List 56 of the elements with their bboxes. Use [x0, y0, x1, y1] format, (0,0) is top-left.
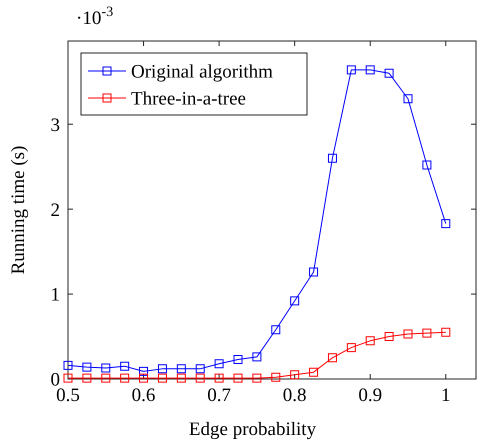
point — [252, 374, 262, 383]
point — [120, 374, 130, 383]
point — [214, 374, 224, 383]
x-tick-label: 1 — [441, 385, 451, 406]
x-tick-label: 0.6 — [132, 385, 156, 406]
x-tick-label: 0.7 — [207, 385, 231, 406]
y-tick-label: 3 — [50, 114, 60, 136]
point — [139, 374, 148, 383]
x-tick-label: 0.9 — [358, 385, 382, 406]
x-axis-title: Edge probability — [188, 419, 317, 440]
point — [346, 343, 356, 352]
x-tick-label: 0.5 — [56, 385, 80, 406]
point — [384, 68, 394, 78]
point — [64, 360, 72, 370]
point — [101, 363, 110, 372]
point — [64, 374, 72, 383]
point — [196, 374, 205, 383]
point — [252, 352, 262, 362]
point — [422, 328, 432, 338]
point — [158, 364, 167, 374]
point — [366, 336, 375, 346]
point — [176, 364, 186, 374]
point — [309, 267, 318, 276]
legend-label: Three-in-a-tree — [131, 88, 246, 110]
point — [234, 354, 242, 364]
point — [404, 94, 412, 104]
y-tick-label: 1 — [50, 284, 60, 306]
point — [82, 374, 92, 383]
point — [404, 329, 412, 338]
point — [328, 154, 337, 163]
legend-label: Original algorithm — [131, 62, 274, 83]
x-tick-label: 0.8 — [282, 385, 307, 406]
point — [158, 374, 167, 383]
point — [101, 374, 110, 383]
point — [441, 328, 450, 337]
point — [82, 362, 92, 372]
point — [328, 353, 337, 362]
point — [346, 65, 356, 74]
point — [441, 219, 450, 228]
y-axis-title: Running time (s) — [8, 146, 29, 274]
point — [271, 372, 280, 382]
y-tick-label: 2 — [50, 200, 60, 221]
point — [176, 374, 186, 383]
point — [234, 374, 242, 383]
point — [214, 359, 224, 368]
point — [309, 368, 318, 377]
point — [271, 325, 280, 334]
point — [422, 160, 432, 170]
point — [196, 364, 205, 374]
point — [366, 65, 375, 74]
point — [290, 296, 300, 306]
point — [290, 370, 300, 380]
point — [384, 332, 394, 342]
point — [139, 366, 148, 376]
text: ·10$^{-3}$ — [76, 4, 114, 29]
point — [120, 362, 130, 371]
